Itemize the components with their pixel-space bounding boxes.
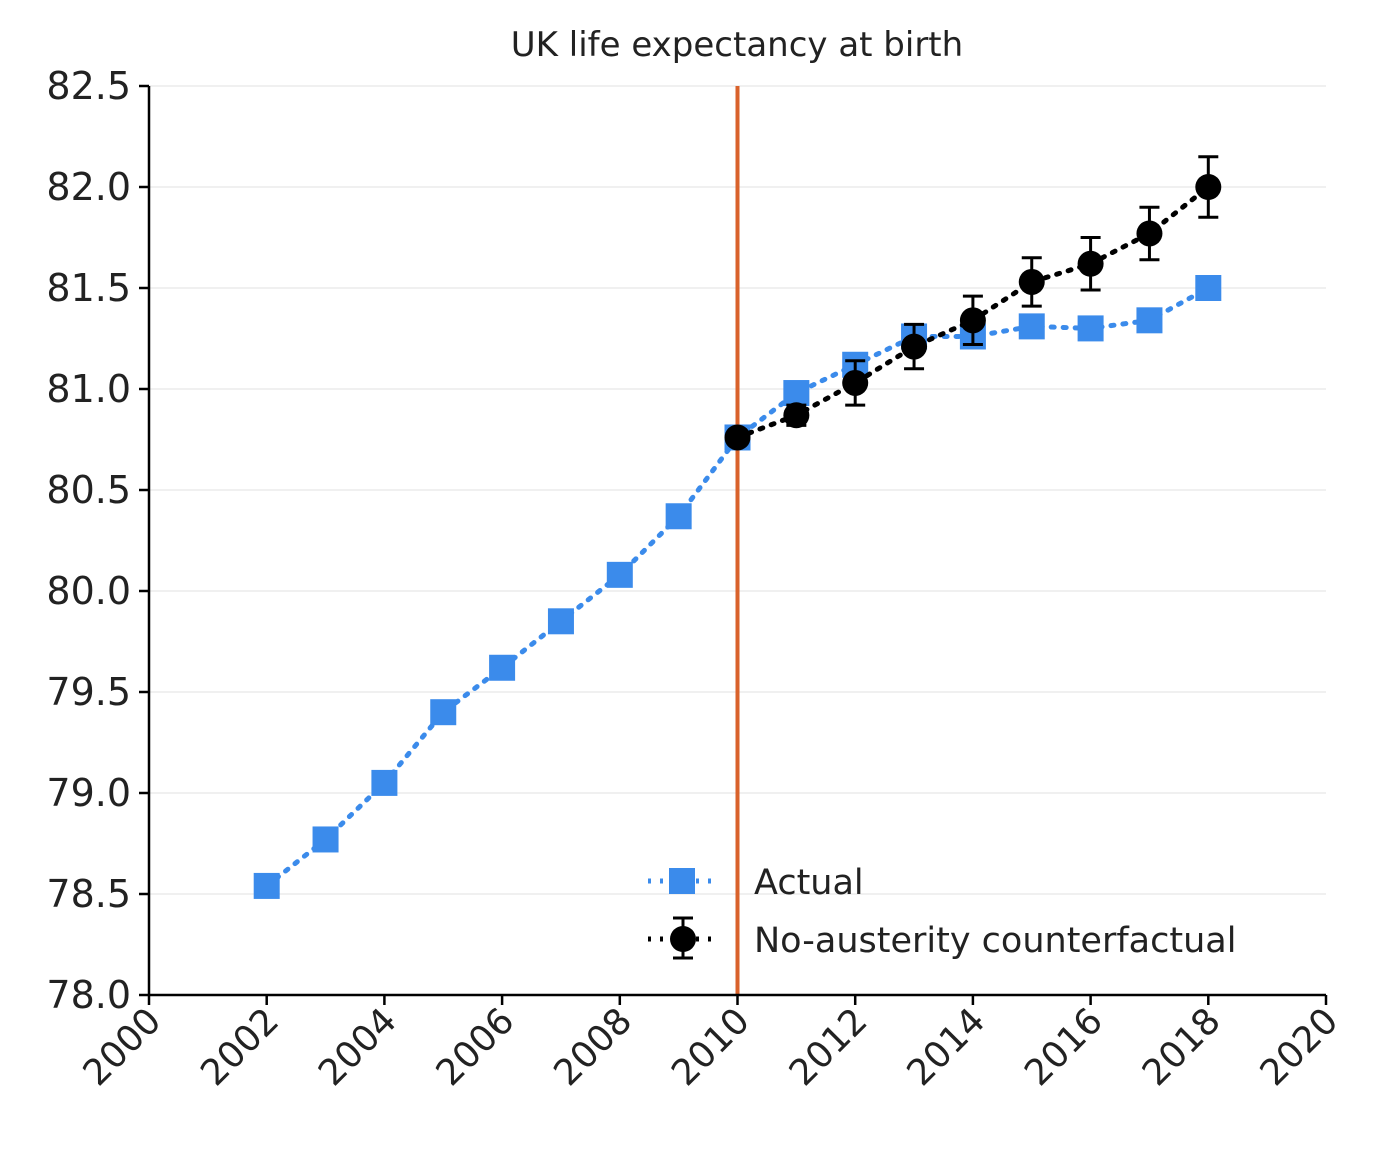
x-tick-label: 2016 xyxy=(1017,1000,1111,1094)
data-point xyxy=(1195,275,1222,301)
legend-label-actual: Actual xyxy=(754,863,864,903)
data-point xyxy=(1018,268,1045,295)
y-tick-label: 82.5 xyxy=(46,64,131,108)
data-point xyxy=(783,402,810,429)
x-tick-label: 2004 xyxy=(311,1000,405,1094)
data-point xyxy=(1077,315,1104,342)
data-point xyxy=(1195,174,1222,200)
data-point xyxy=(489,654,516,681)
x-tick-label: 2014 xyxy=(899,1000,993,1094)
series-line xyxy=(264,285,1211,889)
chart-title: UK life expectancy at birth xyxy=(511,25,963,65)
data-point xyxy=(842,369,869,396)
data-point xyxy=(430,699,457,726)
x-tick-label: 2018 xyxy=(1135,1000,1229,1094)
y-tick-label: 78.5 xyxy=(46,872,131,916)
legend-marker-actual xyxy=(669,868,695,894)
data-point xyxy=(724,424,751,451)
legend: Actual No-austerity counterfactual xyxy=(648,863,1236,961)
y-tick-label: 82.0 xyxy=(46,165,131,209)
x-tick-label: 2006 xyxy=(429,1000,523,1094)
y-tick-label: 80.5 xyxy=(46,468,131,512)
data-point xyxy=(783,380,810,407)
y-tick-label: 79.5 xyxy=(46,670,131,714)
data-point xyxy=(1136,220,1163,247)
data-point xyxy=(253,872,280,899)
y-tick-label: 80.0 xyxy=(46,569,131,613)
data-point xyxy=(371,769,398,796)
data-point xyxy=(547,608,574,635)
x-tick-label: 2012 xyxy=(782,1000,876,1094)
data-point xyxy=(901,333,928,360)
series-counterfactual xyxy=(724,155,1222,451)
data-point xyxy=(1077,250,1104,277)
legend-marker-counterfactual xyxy=(670,926,696,952)
data-point xyxy=(665,503,692,530)
legend-label-counterfactual: No-austerity counterfactual xyxy=(754,921,1236,961)
x-tick-label: 2020 xyxy=(1253,1000,1347,1094)
x-tick-label: 2002 xyxy=(193,1000,287,1094)
data-point xyxy=(1018,313,1045,340)
y-tick-label: 81.5 xyxy=(46,266,131,310)
data-point xyxy=(312,826,339,853)
y-tick-label: 81.0 xyxy=(46,367,131,411)
x-tick-label: 2010 xyxy=(664,1000,758,1094)
data-point xyxy=(959,307,986,334)
x-tick-label: 2008 xyxy=(546,1000,640,1094)
y-tick-label: 78.0 xyxy=(46,973,131,1017)
y-tick-label: 79.0 xyxy=(46,771,131,815)
data-point xyxy=(1136,307,1163,334)
data-point xyxy=(606,561,633,588)
